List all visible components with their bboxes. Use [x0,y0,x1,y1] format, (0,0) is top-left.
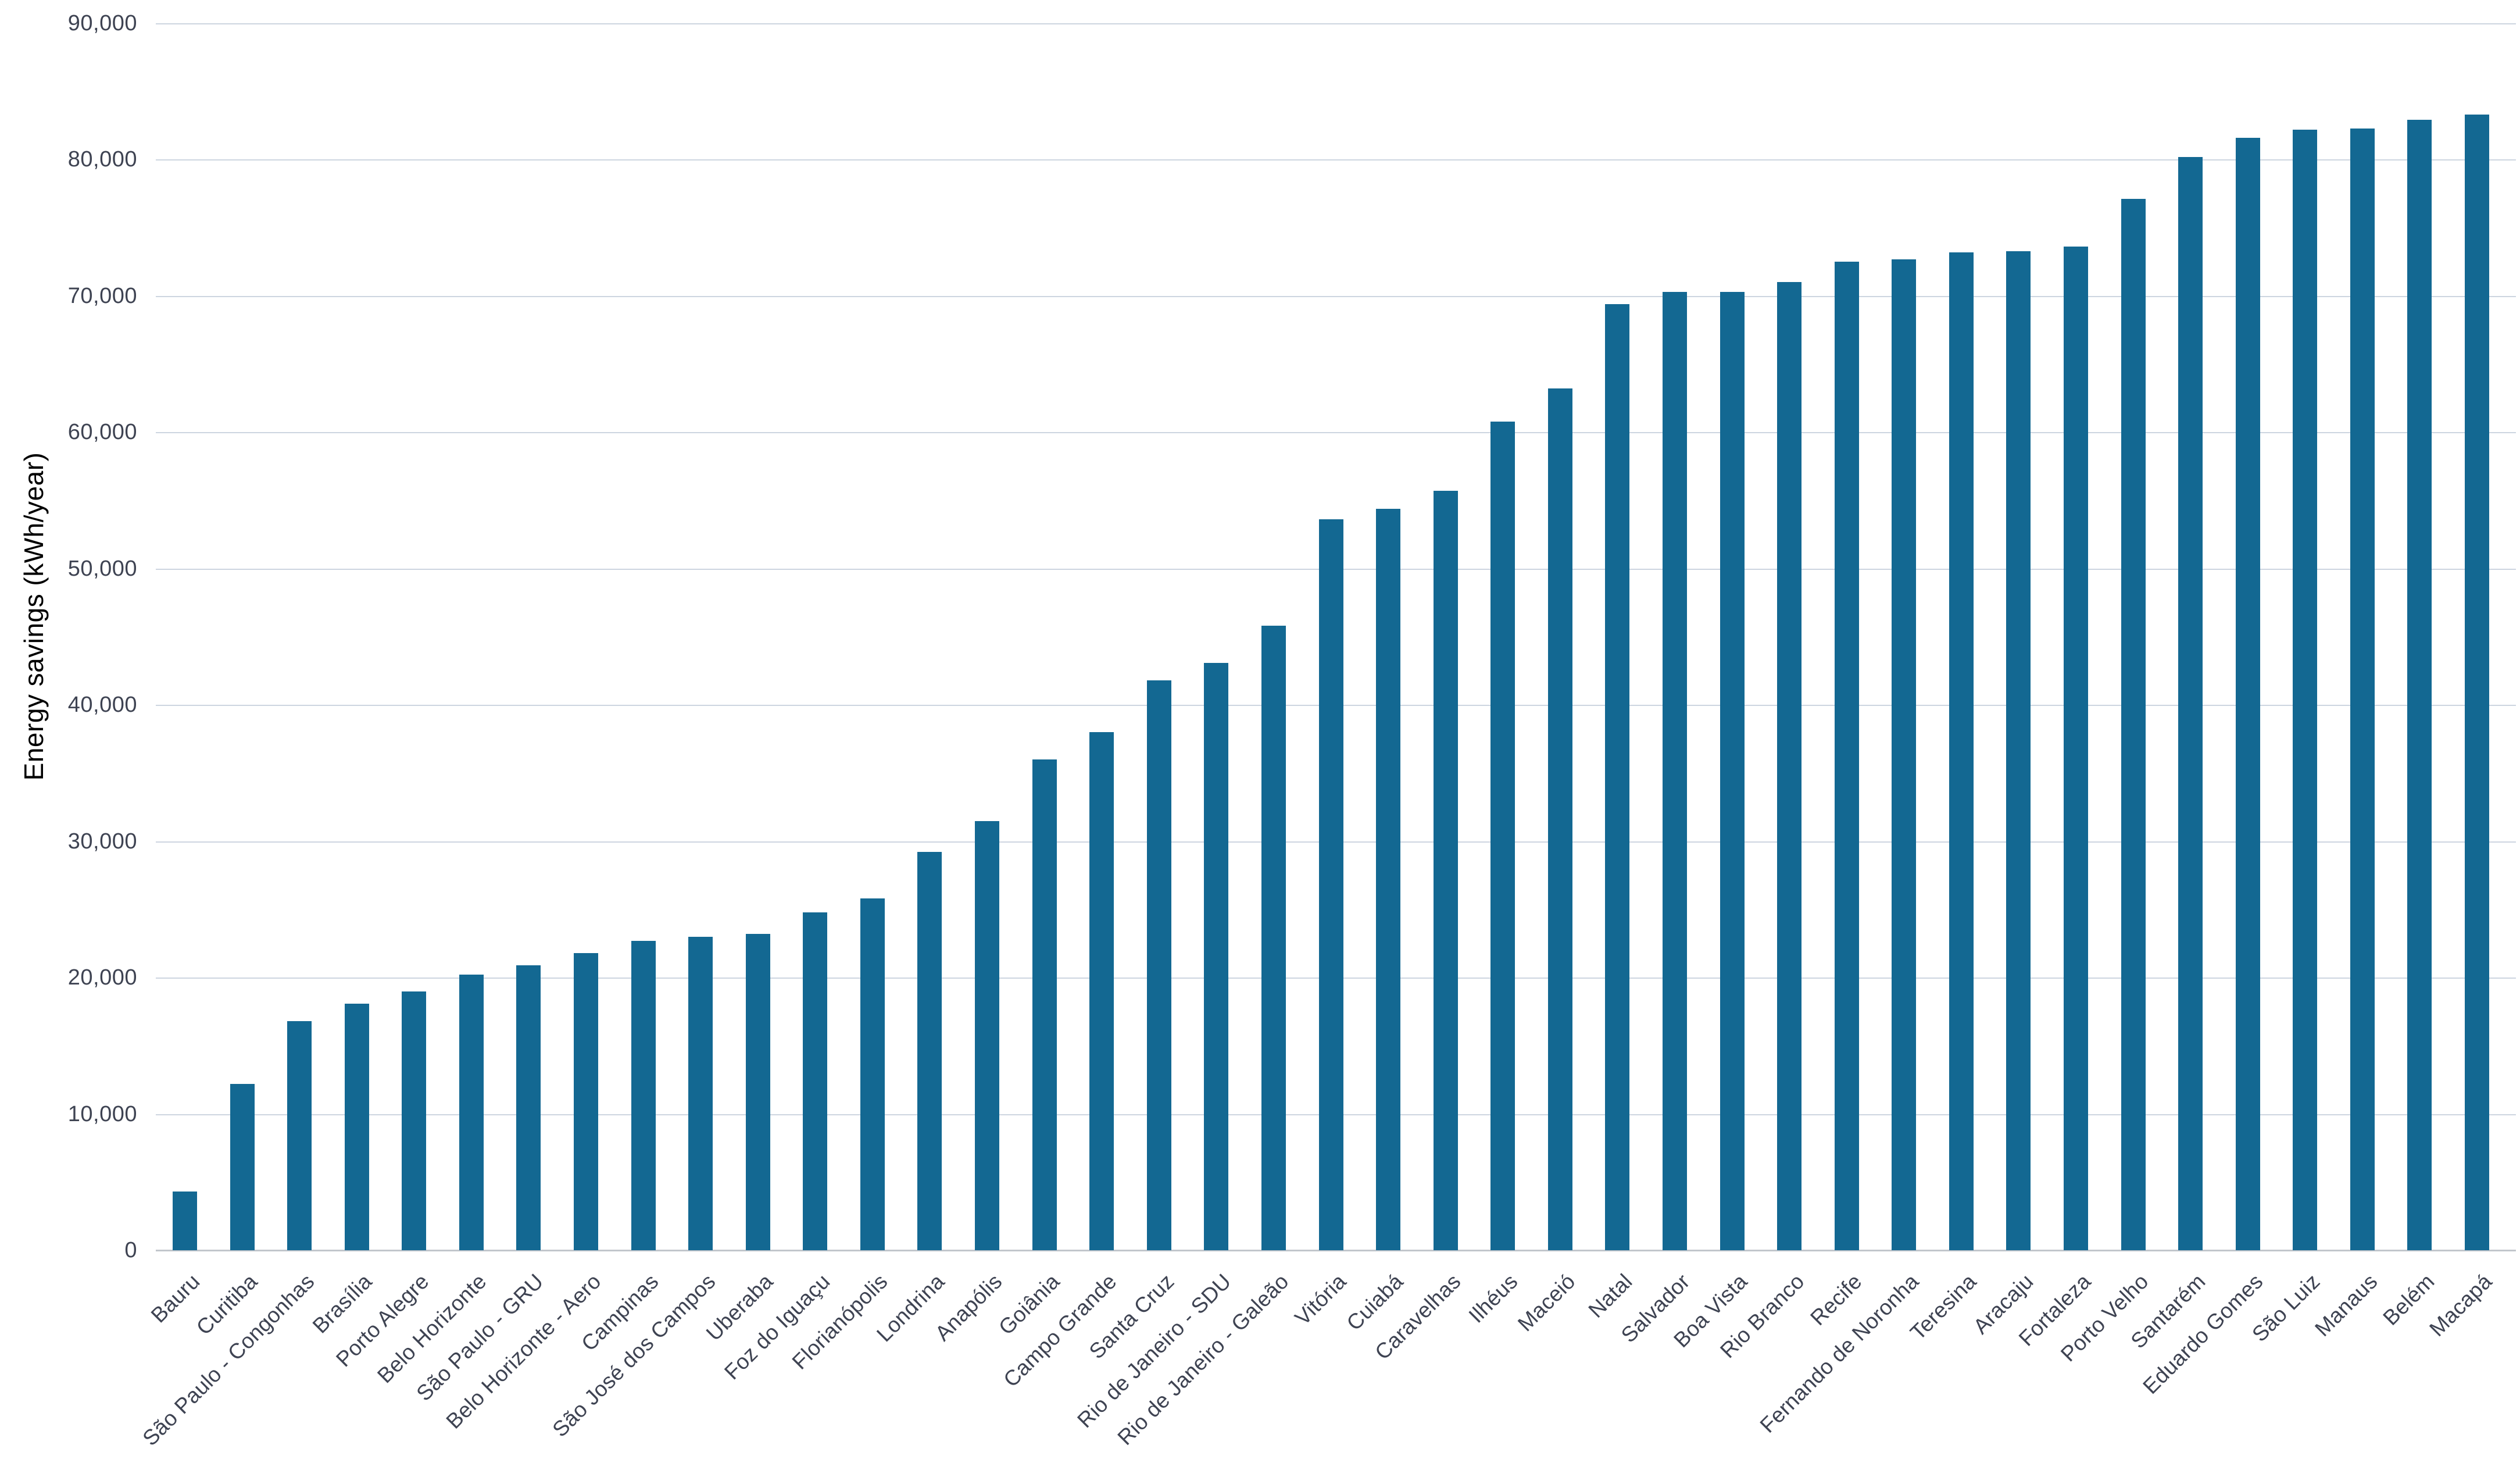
y-tick-label: 0 [124,1238,137,1262]
bar [1834,262,1859,1250]
bar [1547,388,1572,1250]
y-gridline [156,432,2516,434]
bar [745,934,770,1250]
x-axis-label: Manaus [2310,1269,2382,1342]
bar [1490,421,1515,1250]
bar [2235,137,2260,1250]
bar [173,1192,197,1250]
bar [230,1083,255,1250]
y-gridline [156,159,2516,161]
bar [574,953,599,1250]
y-gridline [156,295,2516,297]
bar [1892,259,1917,1250]
bar [287,1021,312,1250]
bar [2121,199,2146,1250]
y-axis-title: Energy savings (kWh/year) [19,452,49,781]
bar [631,940,656,1250]
y-tick-label: 90,000 [67,11,137,35]
x-axis-label: Macapá [2425,1269,2497,1342]
bar [1318,519,1343,1250]
bar [1605,304,1630,1250]
y-tick-label: 50,000 [67,556,137,581]
bar [688,936,713,1250]
plot-area [156,23,2516,1251]
bar [1720,291,1745,1250]
bar [516,965,541,1250]
y-tick-label: 60,000 [67,420,137,445]
bar [459,975,484,1250]
bar [402,991,427,1250]
x-axis-label: Natal [1584,1269,1638,1322]
bar [2407,120,2432,1250]
bar [1949,252,1974,1250]
bar [1204,662,1229,1250]
bar [1376,508,1401,1250]
x-axis-label: Maceió [1513,1269,1580,1336]
bar [1089,732,1114,1250]
bar [860,898,885,1250]
y-tick-label: 70,000 [67,283,137,308]
x-axis-label: Vitória [1290,1269,1351,1330]
bar [917,852,942,1250]
bar [1261,626,1286,1250]
bar [1777,282,1802,1250]
bar [2063,247,2088,1250]
y-tick-label: 40,000 [67,693,137,718]
y-tick-label: 20,000 [67,965,137,990]
y-tick-label: 30,000 [67,829,137,854]
bar [1433,491,1458,1250]
bar [975,821,1000,1250]
bar [803,912,828,1250]
bar [2293,129,2318,1250]
bar [2178,156,2203,1250]
y-gridline [156,23,2516,24]
bar [344,1003,369,1250]
x-axis-line [156,1250,2516,1251]
bar [2465,115,2489,1250]
bar [1662,291,1687,1250]
y-tick-label: 10,000 [67,1101,137,1126]
y-tick-label: 80,000 [67,147,137,172]
bar [2006,251,2031,1250]
bar [1032,759,1057,1250]
bar [2350,128,2375,1250]
bar [1146,680,1171,1250]
